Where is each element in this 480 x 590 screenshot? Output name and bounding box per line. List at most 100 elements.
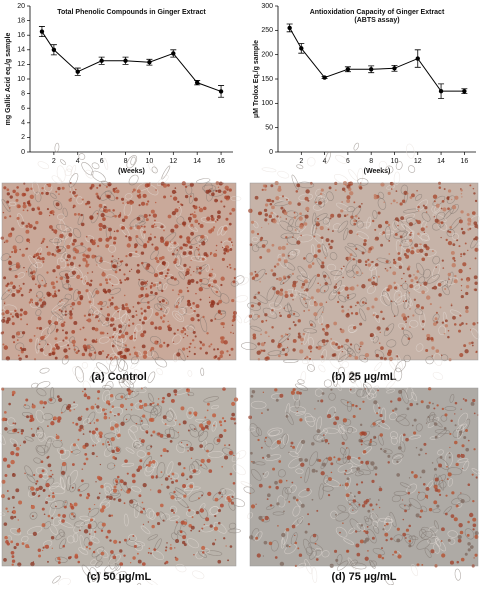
stain [413, 298, 416, 301]
stain [257, 438, 260, 442]
stain [96, 496, 100, 500]
stain [50, 421, 55, 426]
stain [368, 278, 372, 282]
stain [405, 254, 410, 259]
stain [254, 273, 259, 278]
stain [285, 528, 290, 532]
stain [297, 332, 301, 336]
cell [137, 181, 152, 191]
stain [225, 545, 227, 547]
stain [467, 548, 471, 552]
cell [431, 222, 441, 231]
cell [449, 394, 455, 403]
stain [383, 449, 387, 453]
stain [225, 217, 229, 221]
stain [447, 189, 452, 193]
cell [55, 246, 66, 254]
cell [180, 248, 193, 258]
cell [410, 564, 419, 577]
cell [305, 252, 314, 263]
cell [462, 460, 470, 472]
cell [211, 421, 217, 432]
stain [467, 542, 471, 546]
stain [393, 550, 398, 554]
stain [285, 236, 288, 239]
stain [69, 312, 73, 316]
stain [367, 249, 371, 254]
stain [297, 334, 302, 339]
stain [11, 227, 15, 231]
stain [426, 295, 431, 300]
stain [101, 350, 105, 353]
stain [92, 444, 95, 447]
cell [150, 350, 159, 361]
stain [136, 189, 141, 194]
stain [466, 533, 470, 537]
stain [361, 202, 363, 205]
stain [375, 353, 379, 358]
cell [333, 174, 349, 184]
stain [52, 269, 56, 273]
stain [336, 300, 340, 304]
stain [48, 322, 51, 325]
stain [46, 271, 49, 274]
stain [472, 187, 475, 190]
stain [426, 404, 430, 409]
stain [189, 475, 193, 479]
stain [187, 216, 192, 221]
stain [108, 229, 110, 231]
cell [251, 244, 260, 252]
stain [416, 220, 421, 225]
stain [32, 270, 36, 274]
stain [122, 202, 124, 204]
stain [330, 239, 334, 243]
stain [305, 206, 310, 212]
cell [210, 285, 222, 297]
stain [66, 254, 71, 259]
stain [126, 243, 131, 248]
stain [160, 225, 164, 229]
stain [270, 184, 274, 188]
x-tick-label: 12 [414, 158, 422, 165]
stain [472, 499, 475, 503]
cell [427, 274, 440, 284]
cell [89, 372, 99, 382]
stain [20, 350, 24, 354]
stain [188, 350, 191, 353]
cell [93, 310, 102, 319]
x-tick-label: 14 [193, 158, 201, 165]
cell [74, 366, 85, 383]
cell [35, 445, 46, 456]
stain [118, 324, 122, 329]
cell [304, 416, 316, 423]
stain [443, 426, 447, 430]
cell [37, 161, 50, 170]
stain [290, 445, 293, 448]
stain [433, 484, 438, 489]
stain [407, 491, 411, 495]
stain [15, 488, 20, 493]
stain [226, 350, 229, 353]
stain [380, 447, 383, 451]
stain [263, 540, 268, 545]
stain [193, 309, 196, 313]
stain [147, 452, 151, 456]
cell [66, 475, 72, 491]
stain [261, 518, 265, 522]
stain [135, 422, 138, 425]
stain [363, 239, 367, 243]
stain [474, 257, 477, 260]
stain [396, 473, 400, 477]
stain [175, 539, 180, 543]
stain [397, 252, 401, 255]
stain [231, 324, 234, 327]
stain [17, 354, 20, 357]
stain [33, 335, 36, 337]
stain [102, 224, 107, 230]
stain [458, 522, 463, 528]
stain [267, 223, 270, 225]
stain [64, 351, 66, 353]
stain [304, 214, 309, 219]
stain [474, 247, 479, 252]
stain [119, 562, 124, 566]
